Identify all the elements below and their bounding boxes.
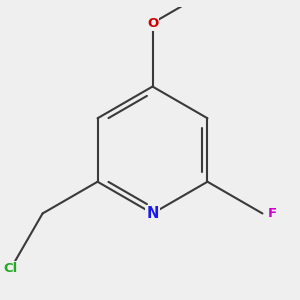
Text: N: N: [146, 206, 159, 221]
Text: Cl: Cl: [4, 262, 18, 275]
Text: O: O: [147, 16, 158, 30]
Text: F: F: [268, 207, 277, 220]
